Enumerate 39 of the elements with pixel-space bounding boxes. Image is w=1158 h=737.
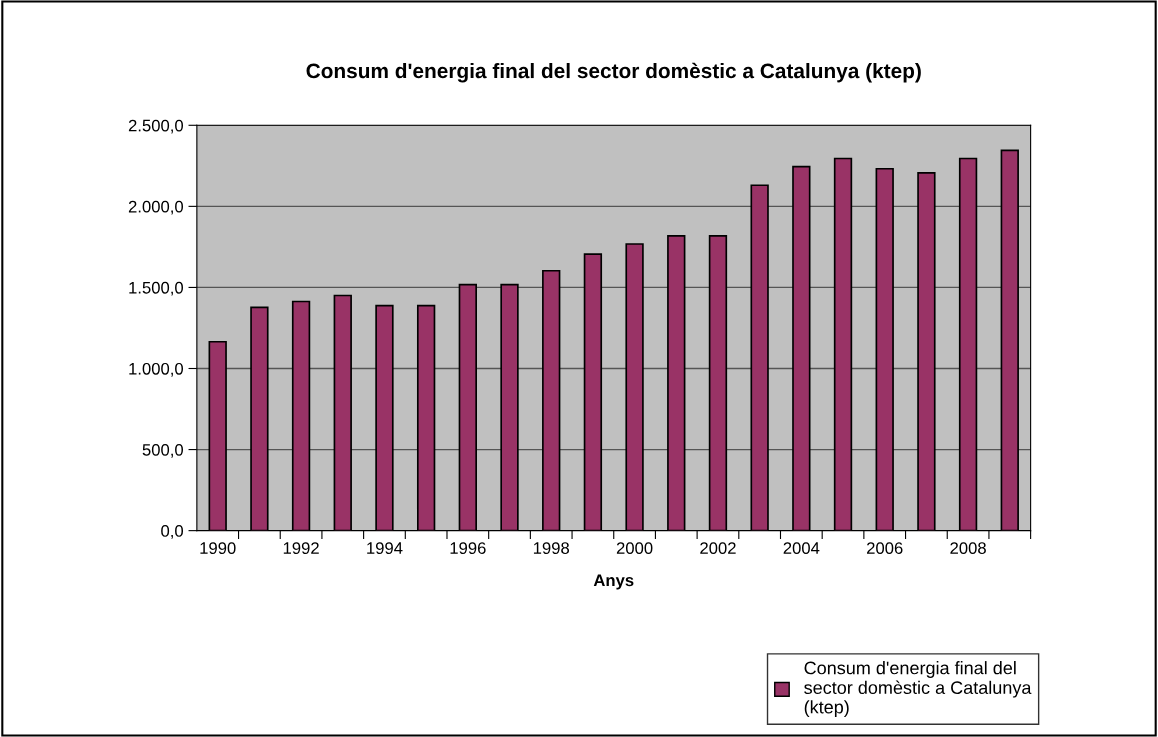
bar	[625, 243, 644, 531]
bar	[416, 304, 436, 531]
bar	[917, 171, 936, 531]
x-tick-label: 1994	[367, 542, 403, 554]
y-tick-label: 0,0	[161, 525, 184, 539]
bar	[833, 157, 853, 531]
bar	[875, 167, 894, 531]
x-tick-label: 2000	[616, 542, 653, 554]
bar	[500, 283, 519, 531]
bar	[792, 165, 811, 531]
x-tick-label: 1998	[533, 542, 570, 554]
legend-label: Consum d'energia final del sector domèstic a Catalunya (ktep)	[804, 661, 1032, 718]
bar	[667, 235, 686, 531]
y-tick-label: 500,0	[142, 443, 184, 458]
bar	[333, 294, 352, 531]
bar	[750, 184, 769, 531]
x-tick-label: 2006	[867, 542, 903, 554]
bar	[1000, 149, 1019, 531]
bar	[708, 235, 728, 531]
x-tick-label: 1990	[200, 542, 236, 554]
x-tick-label: 1996	[450, 542, 486, 554]
x-tick-label: 2002	[700, 542, 736, 554]
bar	[208, 340, 227, 531]
bar	[458, 283, 478, 531]
x-tick-label: 2008	[950, 542, 986, 554]
x-tick-label: 1992	[283, 542, 319, 554]
y-tick-label: 1.500,0	[129, 281, 184, 296]
y-tick-label: 2.000,0	[128, 200, 184, 215]
bar	[958, 157, 978, 531]
bar	[375, 304, 394, 531]
x-axis-title: Anys	[593, 574, 634, 590]
x-tick-label: 2004	[783, 542, 820, 554]
y-tick-label: 1.000,0	[129, 362, 184, 377]
bar	[583, 253, 603, 531]
bar	[250, 306, 269, 531]
y-tick-label: 2.500,0	[128, 119, 184, 134]
chart-title: Consum d'energia final del sector domèstic a Catalunya (ktep)	[306, 62, 921, 83]
bar	[542, 269, 561, 531]
bar	[291, 300, 311, 531]
